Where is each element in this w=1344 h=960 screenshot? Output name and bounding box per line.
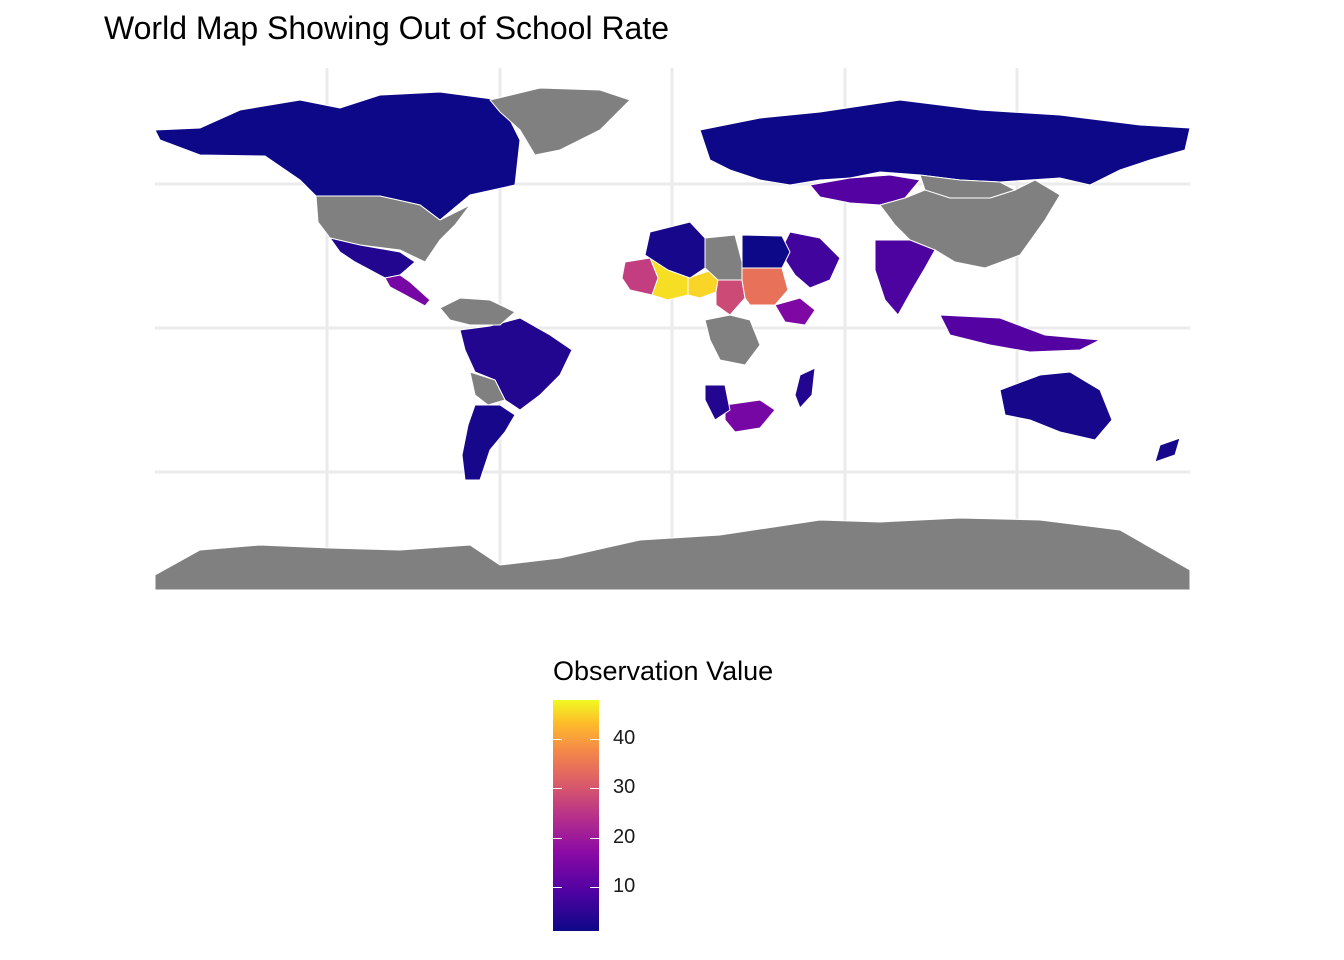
country-madagascar: [794, 367, 816, 409]
legend-tick-mark: [553, 886, 562, 888]
country-bolivia: [469, 371, 506, 406]
country-sudan: [741, 267, 789, 306]
country-australia: [999, 371, 1113, 441]
country-dr-congo: [704, 314, 761, 366]
country-egypt: [741, 234, 791, 269]
country-mauritania: [621, 257, 659, 296]
legend-tick-mark: [553, 788, 562, 790]
country-chad: [715, 279, 746, 316]
country-canada: [154, 91, 521, 221]
legend-tick-mark: [590, 886, 599, 888]
legend-tick-mark: [553, 739, 562, 741]
country-antarctica: [154, 517, 1191, 591]
map-title: World Map Showing Out of School Rate: [104, 10, 670, 46]
legend-tick-label: 30: [613, 776, 636, 799]
world-map: [154, 68, 1191, 591]
country-venezuela: [439, 297, 516, 326]
country-brazil: [459, 317, 573, 411]
country-algeria: [644, 221, 706, 279]
legend-tick-label: 40: [613, 727, 636, 750]
legend-tick-label: 10: [613, 874, 636, 897]
country-shapes: [154, 87, 1191, 591]
country-libya: [704, 234, 743, 281]
country-ethiopia: [774, 297, 816, 326]
country-south-africa: [724, 399, 776, 433]
legend-tick-mark: [590, 837, 599, 839]
country-mongolia: [919, 174, 1017, 199]
legend-tick-mark: [590, 739, 599, 741]
country-saudi-arabia: [779, 231, 841, 289]
legend-tick-mark: [590, 788, 599, 790]
country-indonesia: [939, 314, 1102, 353]
country-namibia: [704, 384, 731, 421]
country-india: [874, 239, 936, 316]
legend-tick-label: 20: [613, 825, 636, 848]
legend-colorbar: [553, 700, 599, 931]
legend-title: Observation Value: [553, 656, 774, 686]
country-new-zealand: [1154, 437, 1181, 463]
country-russia: [699, 99, 1191, 186]
country-greenland: [489, 87, 631, 156]
country-argentina: [461, 404, 516, 481]
legend-tick-mark: [553, 837, 562, 839]
country-central-america: [384, 274, 431, 307]
